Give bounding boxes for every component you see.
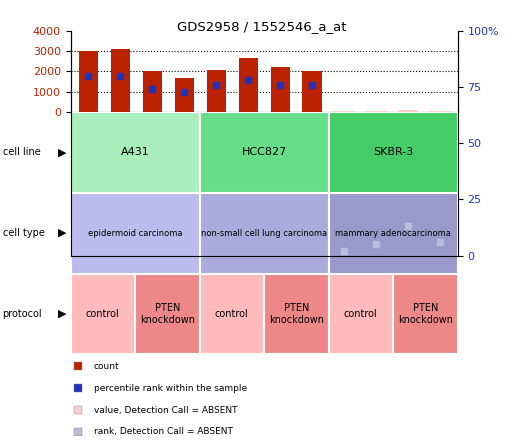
Bar (335, 252, 354, 256)
Bar (135, 274, 200, 354)
Bar (200, 274, 264, 354)
Text: SKBR-3: SKBR-3 (373, 147, 413, 157)
Bar (71, 274, 135, 354)
Text: control: control (215, 309, 249, 319)
Text: control: control (86, 309, 120, 319)
Bar (110, 82, 130, 256)
Text: value, Detection Call = ABSENT: value, Detection Call = ABSENT (94, 405, 237, 415)
Bar (430, 253, 450, 256)
Bar (399, 252, 418, 256)
Bar (143, 143, 162, 256)
Bar (71, 256, 458, 284)
Text: GDS2958 / 1552546_a_at: GDS2958 / 1552546_a_at (177, 20, 346, 33)
Text: ▶: ▶ (59, 228, 67, 238)
Bar (207, 140, 226, 256)
Text: PTEN
knockdown: PTEN knockdown (140, 303, 195, 325)
Bar (302, 143, 322, 256)
Text: count: count (94, 362, 119, 371)
Text: non-small cell lung carcinoma: non-small cell lung carcinoma (201, 229, 327, 238)
Bar (78, 87, 98, 256)
Bar (71, 193, 200, 274)
Text: PTEN
knockdown: PTEN knockdown (269, 303, 324, 325)
Text: A431: A431 (121, 147, 150, 157)
Bar (71, 112, 200, 193)
Text: protocol: protocol (3, 309, 42, 319)
Bar (175, 160, 194, 256)
Bar (328, 274, 393, 354)
Bar (328, 112, 458, 193)
Bar (264, 274, 328, 354)
Bar (367, 253, 385, 256)
Text: ▶: ▶ (59, 147, 67, 157)
Text: rank, Detection Call = ABSENT: rank, Detection Call = ABSENT (94, 428, 233, 436)
Text: mammary adenocarcinoma: mammary adenocarcinoma (335, 229, 451, 238)
Text: PTEN
knockdown: PTEN knockdown (398, 303, 453, 325)
Text: HCC827: HCC827 (242, 147, 287, 157)
Bar (200, 112, 328, 193)
Text: percentile rank within the sample: percentile rank within the sample (94, 384, 247, 393)
Text: epidermoid carcinoma: epidermoid carcinoma (88, 229, 183, 238)
Text: cell type: cell type (3, 228, 44, 238)
Bar (238, 107, 258, 256)
Bar (270, 132, 290, 256)
Bar (393, 274, 458, 354)
Bar (200, 193, 328, 274)
Text: cell line: cell line (3, 147, 40, 157)
Text: control: control (344, 309, 378, 319)
Bar (328, 193, 458, 274)
Text: ▶: ▶ (59, 309, 67, 319)
